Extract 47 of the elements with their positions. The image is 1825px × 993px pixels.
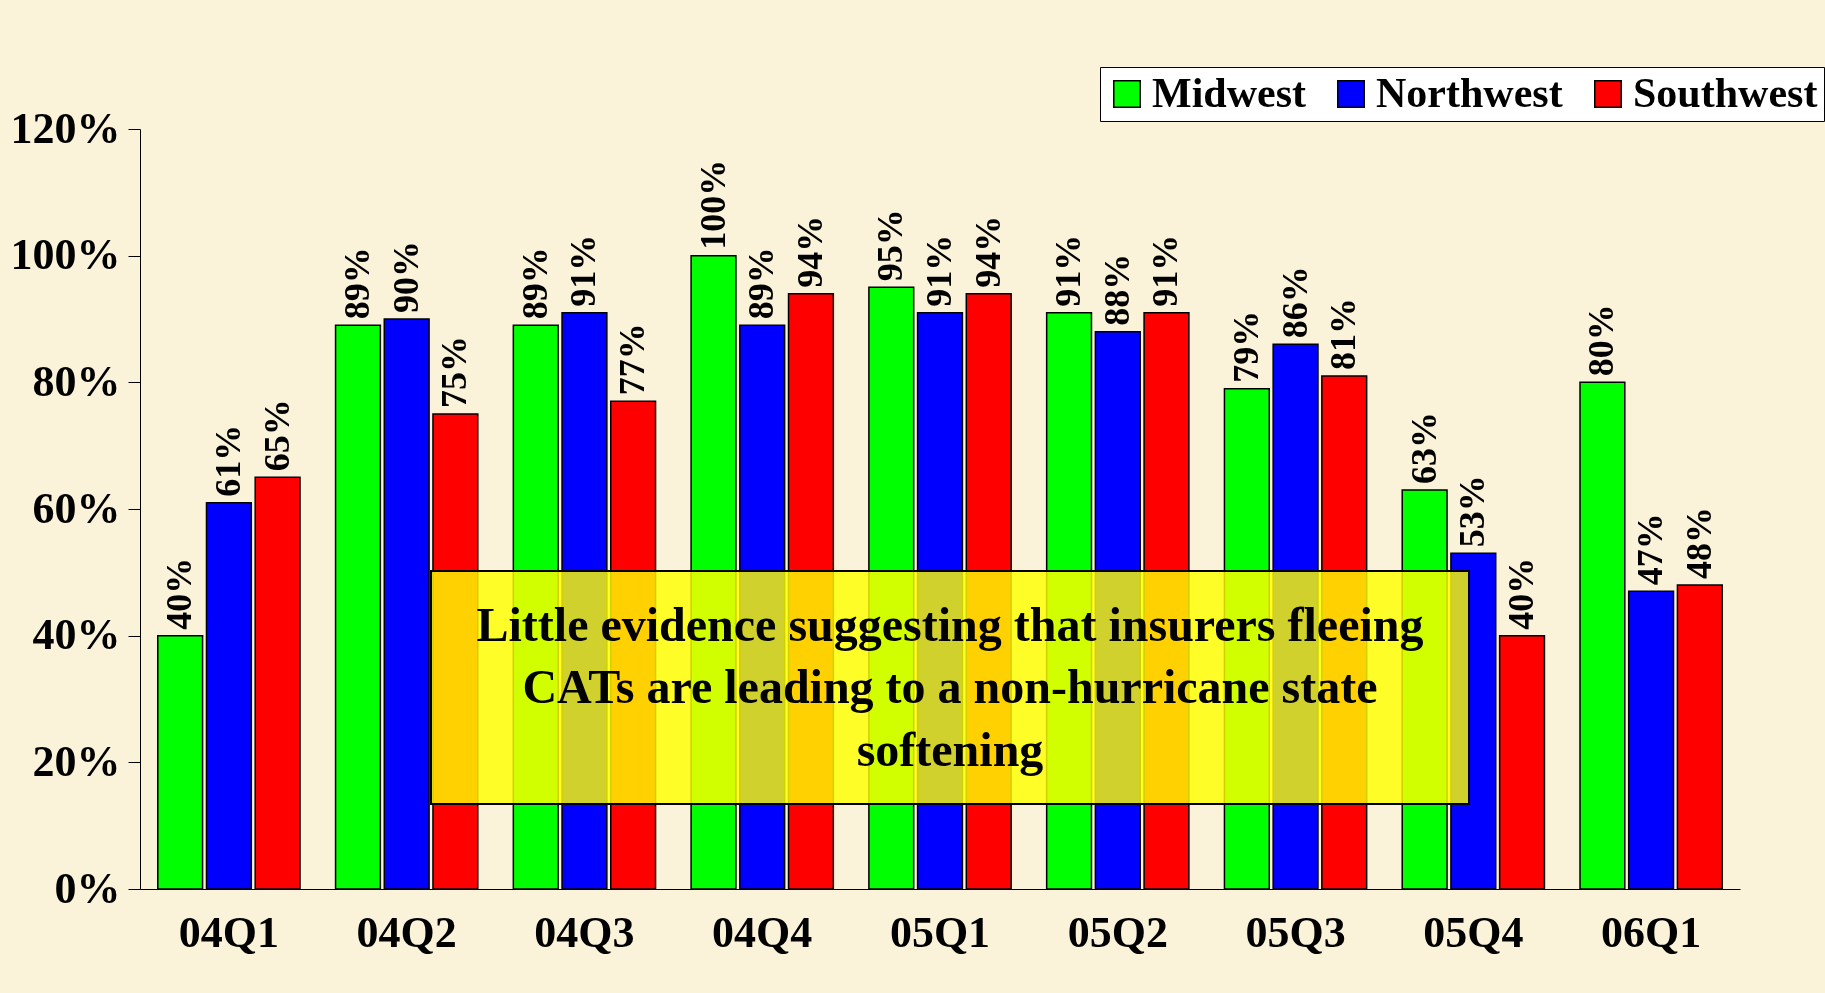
y-tick-label: 20% (32, 736, 121, 786)
data-label: 90% (385, 241, 426, 313)
data-label: 80% (1581, 304, 1622, 377)
data-label: 65% (256, 399, 297, 472)
data-label: 86% (1274, 266, 1315, 339)
data-label: 63% (1403, 412, 1444, 484)
data-label: 89% (741, 247, 782, 320)
callout-box: Little evidence suggesting that insurers fleeing CATs are leading to a non-hurricane state softening (430, 570, 1470, 806)
data-label: 95% (870, 209, 911, 282)
x-tick-label: 05Q4 (1423, 907, 1524, 957)
x-tick-label: 06Q1 (1600, 907, 1702, 957)
data-label: 79% (1225, 310, 1266, 383)
data-label: 88% (1096, 253, 1137, 326)
data-label: 94% (967, 215, 1008, 288)
y-tick-label: 100% (10, 230, 121, 280)
data-label: 81% (1323, 298, 1364, 370)
x-tick-label: 04Q4 (712, 907, 813, 957)
x-tick-label: 04Q1 (178, 907, 280, 957)
data-label: 40% (1501, 557, 1542, 630)
legend-label: Midwest (1152, 70, 1306, 116)
y-tick-label: 80% (32, 356, 121, 406)
data-label: 91% (1145, 234, 1186, 307)
data-label: 47% (1630, 513, 1671, 586)
legend-label: Southwest (1633, 70, 1818, 116)
x-tick-label: 05Q1 (889, 907, 991, 957)
data-label: 48% (1678, 507, 1719, 579)
x-tick-label: 05Q3 (1245, 907, 1346, 957)
data-label: 40% (159, 557, 200, 630)
y-tick-label: 60% (32, 483, 121, 533)
data-label: 91% (563, 234, 604, 307)
legend-label: Northwest (1376, 70, 1563, 116)
data-label: 91% (1048, 234, 1089, 307)
y-tick-label: 40% (32, 610, 121, 660)
y-tick-label: 120% (10, 103, 121, 153)
data-label: 61% (207, 424, 248, 497)
data-label: 89% (336, 247, 377, 320)
y-tick-label: 0% (54, 863, 121, 913)
data-label: 75% (434, 336, 475, 408)
data-label: 94% (789, 215, 830, 288)
data-label: 77% (612, 323, 653, 396)
data-label: 53% (1452, 475, 1493, 548)
x-tick-label: 04Q2 (356, 907, 457, 957)
x-tick-label: 04Q3 (534, 907, 635, 957)
data-label: 91% (919, 234, 959, 307)
x-tick-label: 05Q2 (1067, 907, 1168, 957)
data-label: 100% (692, 159, 733, 250)
data-label: 89% (514, 247, 555, 320)
